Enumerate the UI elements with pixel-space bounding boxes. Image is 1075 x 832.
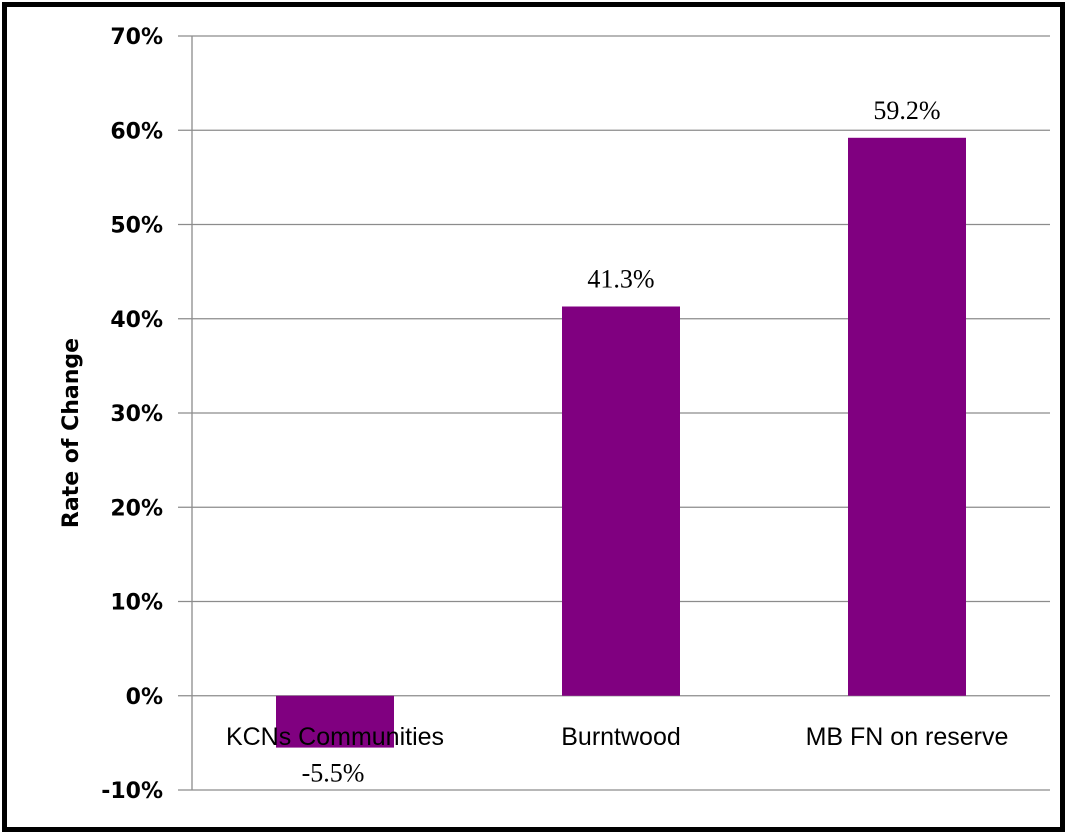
y-tick-label: 20% bbox=[110, 496, 163, 521]
data-label: 59.2% bbox=[873, 96, 940, 125]
y-tick-label: 60% bbox=[110, 119, 163, 144]
y-tick-labels: -10% 0% 10% 20% 30% 40% 50% 60% 70% bbox=[101, 25, 163, 804]
bar bbox=[276, 695, 394, 748]
bars bbox=[276, 137, 966, 748]
y-tick-label: 10% bbox=[110, 591, 163, 616]
bar bbox=[562, 306, 680, 696]
y-tick-label: 70% bbox=[110, 25, 163, 50]
y-tick-label: 0% bbox=[126, 685, 163, 710]
y-tick-label: 50% bbox=[110, 214, 163, 239]
y-tick-label: 40% bbox=[110, 308, 163, 333]
y-tick-label: -10% bbox=[101, 779, 163, 804]
y-tick-label: 30% bbox=[110, 402, 163, 427]
category-labels: KCNs Communities Burntwood MB FN on reserv… bbox=[226, 723, 1008, 751]
data-label: -5.5% bbox=[302, 759, 365, 788]
data-labels: -5.5% 41.3% 59.2% bbox=[302, 96, 941, 788]
data-label: 41.3% bbox=[587, 264, 654, 293]
bar bbox=[848, 137, 966, 696]
category-label: Burntwood bbox=[561, 723, 681, 751]
category-label: KCNs Communities bbox=[226, 723, 444, 751]
y-axis-title: Rate of Change bbox=[59, 338, 84, 528]
category-label: MB FN on reserve bbox=[806, 723, 1009, 751]
